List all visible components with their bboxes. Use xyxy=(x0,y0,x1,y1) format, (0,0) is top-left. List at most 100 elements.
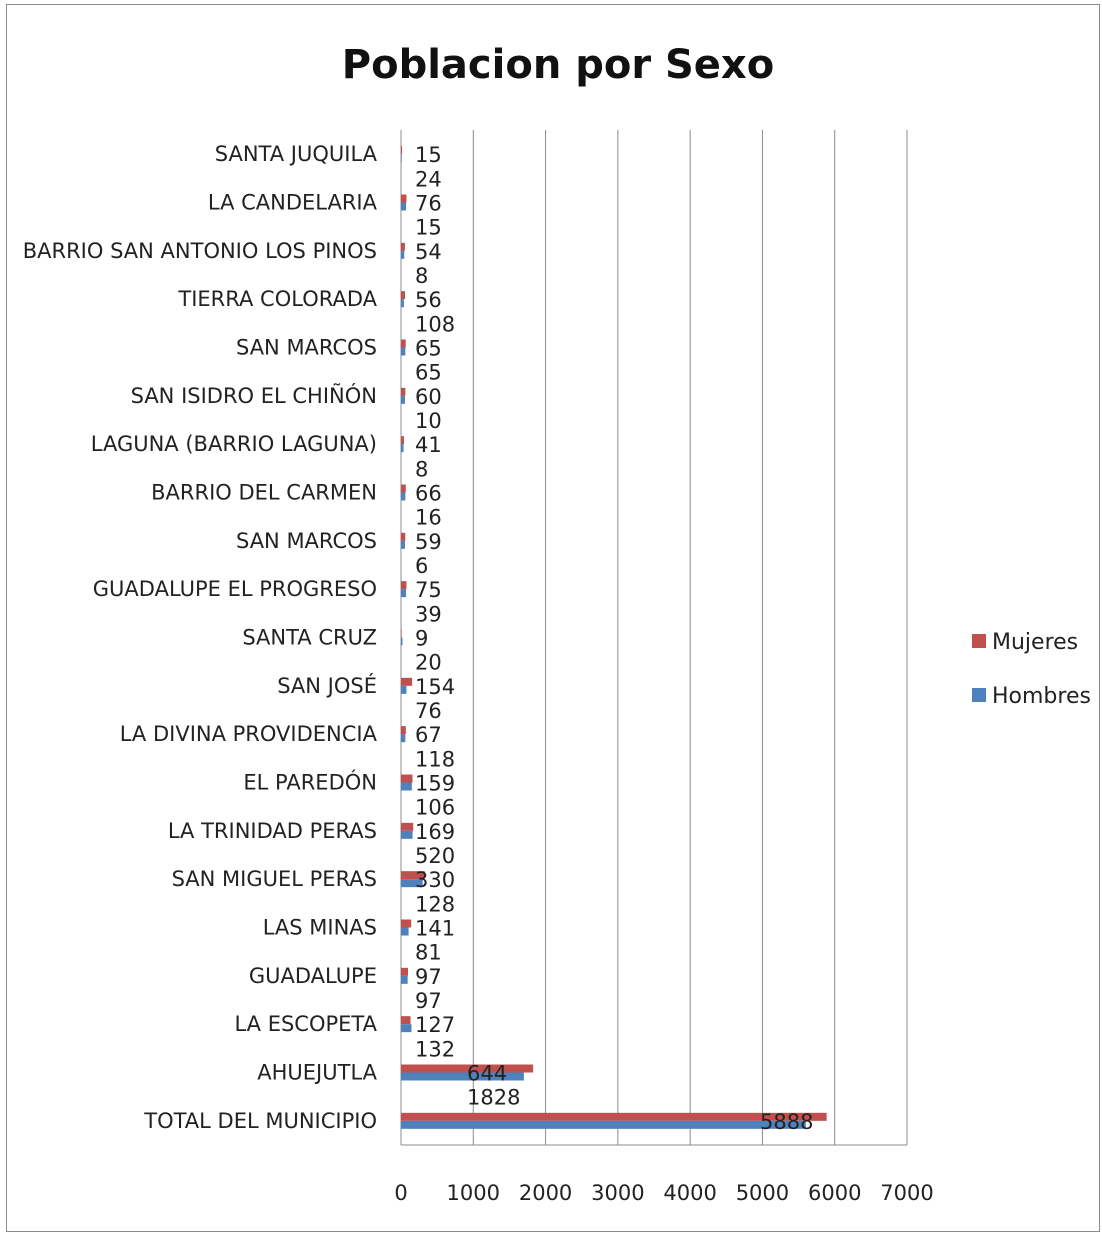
bar-hombres xyxy=(401,154,402,163)
data-label: 39 xyxy=(415,602,442,626)
data-label: 118 xyxy=(415,747,455,771)
x-tick-label: 5000 xyxy=(736,1181,789,1205)
category-label: SAN ISIDRO EL CHIÑÓN xyxy=(131,382,377,408)
data-label: 81 xyxy=(415,941,442,965)
x-tick-label: 3000 xyxy=(591,1181,644,1205)
legend-label: Hombres xyxy=(992,684,1091,709)
bar-mujeres xyxy=(401,726,406,735)
bar-hombres xyxy=(401,347,406,356)
category-label: GUADALUPE xyxy=(249,964,377,988)
category-label: SAN MARCOS xyxy=(236,336,377,360)
data-label: 97 xyxy=(415,989,442,1013)
x-tick-label: 1000 xyxy=(447,1181,500,1205)
data-label: 127 xyxy=(415,1013,455,1037)
bar-mujeres xyxy=(401,291,406,300)
data-label: 132 xyxy=(415,1037,455,1061)
bar-hombres xyxy=(401,734,406,743)
category-label: TIERRA COLORADA xyxy=(177,287,377,311)
bar-mujeres xyxy=(401,436,404,445)
legend: Mujeres Hombres xyxy=(972,630,1091,709)
data-label: 520 xyxy=(415,844,455,868)
bar-hombres xyxy=(401,927,409,936)
category-label: SAN JOSÉ xyxy=(277,673,377,698)
chart-frame xyxy=(6,4,1100,1232)
bar-mujeres xyxy=(401,484,406,493)
category-label: LA DIVINA PROVIDENCIA xyxy=(120,722,378,746)
bar-mujeres xyxy=(401,677,413,686)
x-tick-label: 0 xyxy=(394,1181,407,1205)
data-label: 66 xyxy=(415,482,442,506)
bar-mujeres xyxy=(401,871,425,880)
category-label: LA ESCOPETA xyxy=(234,1012,377,1036)
category-label: LAGUNA (BARRIO LAGUNA) xyxy=(91,432,377,456)
bars xyxy=(401,146,827,1129)
bar-mujeres xyxy=(401,339,406,348)
data-label: 16 xyxy=(415,506,442,530)
bar-hombres xyxy=(401,1024,412,1033)
data-label: 75 xyxy=(415,578,442,602)
bar-mujeres xyxy=(401,387,406,396)
data-label: 8 xyxy=(415,457,428,481)
category-label: EL PAREDÓN xyxy=(243,770,377,795)
data-label: 97 xyxy=(415,965,442,989)
legend-swatch xyxy=(972,688,986,702)
bar-mujeres xyxy=(401,1112,827,1121)
data-label: 644 xyxy=(467,1062,507,1086)
category-label: AHUEJUTLA xyxy=(257,1061,377,1085)
category-label: BARRIO DEL CARMEN xyxy=(151,481,377,505)
data-label: 65 xyxy=(415,337,442,361)
data-label: 169 xyxy=(415,820,455,844)
bar-hombres xyxy=(401,540,405,549)
bar-hombres xyxy=(401,782,412,791)
bar-hombres xyxy=(401,589,407,598)
bar-hombres xyxy=(401,202,407,211)
data-label: 108 xyxy=(415,312,455,336)
data-label: 60 xyxy=(415,385,442,409)
data-label: 330 xyxy=(415,868,455,892)
data-label: 5888 xyxy=(760,1110,813,1134)
bar-mujeres xyxy=(401,1064,534,1073)
category-label: LA CANDELARIA xyxy=(208,191,378,215)
bar-hombres xyxy=(401,1120,806,1129)
data-label: 106 xyxy=(415,796,455,820)
category-label: SAN MIGUEL PERAS xyxy=(172,867,377,891)
legend-swatch xyxy=(972,634,986,648)
data-label: 1828 xyxy=(467,1086,520,1110)
data-label: 54 xyxy=(415,240,442,264)
data-label: 67 xyxy=(415,723,442,747)
bar-hombres xyxy=(401,685,407,694)
data-label: 59 xyxy=(415,530,442,554)
legend-label: Mujeres xyxy=(992,630,1078,655)
x-tick-label: 2000 xyxy=(519,1181,572,1205)
bar-hombres xyxy=(401,830,413,839)
category-label: LAS MINAS xyxy=(263,916,377,940)
data-label: 6 xyxy=(415,554,428,578)
bar-hombres xyxy=(401,975,408,984)
data-label: 159 xyxy=(415,772,455,796)
bar-mujeres xyxy=(401,822,414,831)
bar-mujeres xyxy=(401,581,407,590)
bar-hombres xyxy=(401,637,403,646)
bar-hombres xyxy=(401,444,404,453)
bar-mujeres xyxy=(401,629,402,638)
category-label: TOTAL DEL MUNICIPIO xyxy=(143,1109,377,1133)
data-label: 56 xyxy=(415,288,442,312)
x-axis-ticks: 0 1000 2000 3000 4000 5000 6000 7000 xyxy=(394,1181,933,1205)
data-label: 128 xyxy=(415,892,455,916)
chart-title: Poblacion por Sexo xyxy=(342,42,774,88)
bar-mujeres xyxy=(401,967,409,976)
bar-mujeres xyxy=(401,146,403,155)
data-label: 15 xyxy=(415,143,442,167)
category-label: SAN MARCOS xyxy=(236,529,377,553)
data-label: 65 xyxy=(415,361,442,385)
data-label: 9 xyxy=(415,627,428,651)
category-label: LA TRINIDAD PERAS xyxy=(168,819,377,843)
bar-hombres xyxy=(401,492,406,501)
bar-mujeres xyxy=(401,774,413,783)
data-label: 141 xyxy=(415,917,455,941)
bar-hombres xyxy=(401,395,405,404)
bar-hombres xyxy=(401,250,405,259)
grid xyxy=(400,130,908,1146)
data-label: 76 xyxy=(415,699,442,723)
